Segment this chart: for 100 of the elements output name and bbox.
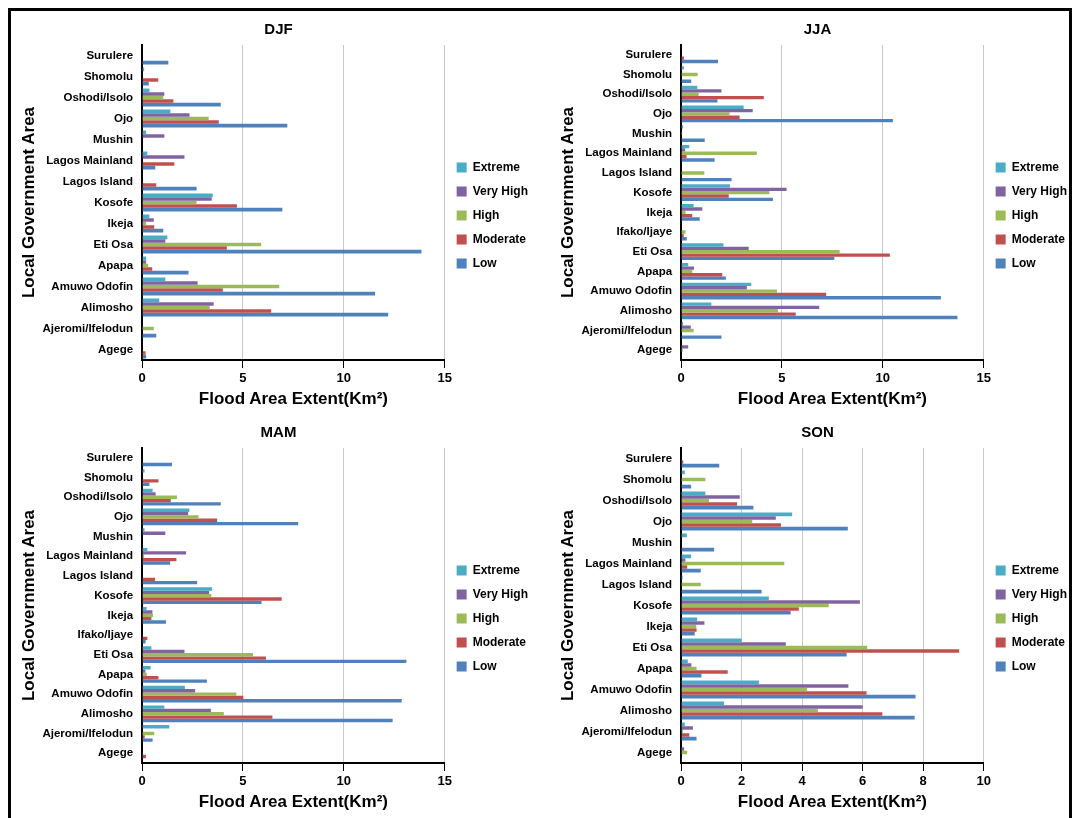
y-tick-label: Ajeromi/Ifelodun: [581, 323, 673, 336]
bar: [142, 738, 153, 742]
bar: [142, 656, 266, 660]
y-axis-title: Local Government Area: [557, 106, 577, 299]
y-tick-label: Ojo: [652, 107, 673, 120]
bar: [681, 328, 694, 333]
y-tick-label: Alimosho: [80, 300, 134, 313]
bar: [142, 239, 166, 243]
bar: [681, 289, 777, 293]
bar: [142, 302, 214, 306]
bar: [681, 187, 787, 191]
bar: [681, 210, 686, 215]
bar: [681, 148, 686, 152]
bar: [142, 699, 402, 703]
legend-label: Very High: [472, 586, 529, 601]
y-tick-label: Mushin: [631, 126, 673, 139]
y-tick-label: Surulere: [625, 451, 673, 464]
y-tick-label: Eti Osa: [93, 237, 134, 250]
x-tick-label: 4: [798, 773, 807, 789]
y-tick-label: Ikeja: [646, 619, 673, 632]
bar: [681, 705, 863, 709]
y-tick-label: Ojo: [113, 510, 134, 523]
bar: [681, 89, 722, 93]
bar: [681, 243, 724, 247]
y-tick-label: Shomolu: [622, 472, 673, 485]
x-tick-label: 15: [976, 370, 991, 386]
x-tick-label: 10: [875, 370, 891, 386]
x-tick-label: 0: [677, 370, 685, 386]
bar: [681, 253, 890, 257]
bar: [142, 488, 153, 493]
y-tick-label: Ifako/Ijaye: [616, 225, 673, 238]
x-axis-title: Flood Area Extent(Km²): [198, 389, 388, 409]
x-tick-label: 5: [239, 370, 247, 386]
bar: [681, 177, 732, 182]
y-tick-label: Ajeromi/Ifelodun: [42, 321, 134, 334]
y-tick-label: Shomolu: [83, 470, 134, 483]
bar: [142, 288, 223, 292]
x-tick-label: 5: [239, 773, 247, 789]
bar: [142, 204, 237, 208]
bar: [142, 351, 146, 355]
y-tick-label: Shomolu: [622, 67, 673, 80]
y-tick-label: Mushin: [92, 132, 134, 145]
bar: [142, 155, 185, 159]
bar: [681, 138, 705, 142]
bar: [681, 600, 860, 604]
bar: [142, 218, 154, 222]
y-tick-label: Lagos Island: [62, 569, 134, 582]
x-tick-label: 0: [677, 773, 685, 789]
y-tick-label: Lagos Mainland: [585, 146, 673, 159]
bar: [681, 670, 728, 674]
x-axis-title: Flood Area Extent(Km²): [198, 792, 388, 812]
bar: [681, 607, 799, 611]
legend-label: Moderate: [1011, 231, 1066, 246]
bar: [142, 492, 156, 496]
y-tick-label: Agege: [636, 745, 673, 758]
bar: [681, 112, 730, 116]
bar: [142, 600, 262, 605]
legend-label: Extreme: [1011, 562, 1060, 577]
y-axis-title: Local Government Area: [557, 509, 577, 702]
bar: [681, 642, 786, 646]
x-tick-label: 10: [976, 773, 991, 789]
y-tick-label: Apapa: [636, 661, 673, 674]
bar: [681, 99, 718, 103]
x-tick-label: 5: [778, 370, 786, 386]
y-tick-label: Ikeja: [107, 608, 134, 621]
bar: [681, 325, 691, 329]
bar: [681, 158, 715, 162]
bar: [142, 246, 227, 250]
x-tick-label: 0: [138, 773, 146, 789]
legend-label: Extreme: [472, 159, 521, 174]
bar: [681, 712, 883, 716]
x-tick-label: 2: [738, 773, 746, 789]
bar: [142, 620, 166, 624]
bar: [142, 640, 146, 644]
y-tick-label: Ajeromi/Ifelodun: [581, 724, 673, 737]
y-tick-label: Amuwo Odofin: [590, 284, 673, 297]
bar: [142, 715, 273, 719]
legend-label: High: [472, 207, 500, 222]
y-tick-label: Apapa: [97, 258, 134, 271]
bar: [142, 309, 272, 313]
y-tick-label: Surulere: [86, 451, 134, 464]
bar: [681, 621, 705, 625]
bar: [681, 151, 757, 155]
bar: [681, 296, 941, 300]
y-tick-label: Alimosho: [80, 706, 134, 719]
legend-label: High: [1011, 610, 1039, 625]
y-tick-label: Ojo: [652, 514, 673, 527]
legend-label: Very High: [472, 183, 529, 198]
bar: [142, 692, 237, 696]
y-tick-label: Apapa: [97, 667, 134, 680]
y-tick-label: Surulere: [625, 48, 673, 61]
bar: [142, 162, 175, 166]
bar: [681, 523, 781, 527]
y-tick-label: Amuwo Odofin: [51, 687, 134, 700]
bar: [681, 246, 749, 251]
y-tick-label: Ajeromi/Ifelodun: [42, 726, 134, 739]
bar: [681, 217, 700, 221]
legend-label: Very High: [1011, 183, 1068, 198]
x-tick-label: 8: [919, 773, 927, 789]
chart-title: DJF: [264, 20, 293, 38]
